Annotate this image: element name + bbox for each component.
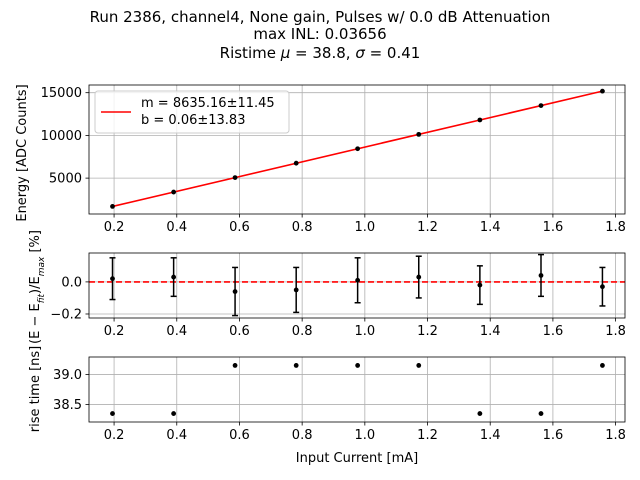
x-tick-label: 0.6 <box>229 428 250 443</box>
data-point <box>110 276 115 282</box>
x-tick-label: 0.8 <box>292 220 313 235</box>
x-tick-label: 0.6 <box>229 220 250 235</box>
x-tick-label: 1.6 <box>543 428 564 443</box>
chart-title-line-2: max INL: 0.03656 <box>253 25 386 43</box>
data-point <box>232 289 238 294</box>
data-point <box>355 277 361 283</box>
data-point <box>416 363 422 368</box>
x-tick-label: 1.6 <box>543 324 564 339</box>
data-point <box>477 411 483 416</box>
x-tick-label: 1.0 <box>354 324 375 339</box>
x-axis-label: Input Current [mA] <box>296 451 418 466</box>
data-point <box>110 411 115 416</box>
legend-intercept-text: b = 0.06±13.83 <box>141 113 245 128</box>
data-point <box>416 274 422 280</box>
x-tick-label: 1.0 <box>354 220 375 235</box>
x-tick-label: 0.2 <box>104 324 125 339</box>
x-tick-label: 0.8 <box>292 428 313 443</box>
x-tick-label: 1.4 <box>480 220 501 235</box>
data-point <box>600 363 605 368</box>
x-tick-label: 1.2 <box>417 220 438 235</box>
legend-slope-text: m = 8635.16±11.45 <box>141 96 275 111</box>
axes-frame <box>88 84 626 215</box>
x-tick-label: 1.4 <box>480 324 501 339</box>
x-tick-label: 0.4 <box>166 220 187 235</box>
y-tick-label: −0.2 <box>50 307 82 322</box>
data-point <box>477 282 483 288</box>
data-point <box>232 175 238 181</box>
x-tick-label: 0.2 <box>104 220 125 235</box>
data-point <box>538 103 544 108</box>
x-tick-label: 0.6 <box>229 324 250 339</box>
data-point <box>293 287 299 293</box>
y-tick-label: 39.0 <box>53 368 82 383</box>
legend-frame <box>94 90 290 134</box>
chart-title-line-1: Run 2386, channel4, None gain, Pulses w/… <box>90 8 551 26</box>
x-tick-label: 0.4 <box>166 428 187 443</box>
data-point <box>355 363 361 368</box>
y-tick-label: 5000 <box>49 172 82 187</box>
energy-ylabel: Energy [ADC Counts] <box>15 84 30 221</box>
x-tick-label: 1.8 <box>605 324 626 339</box>
risetime-panel: 0.2 0.4 0.6 0.8 1.0 1.2 1.4 1.6 1.8 38.5 39.0 <box>53 356 626 443</box>
y-tick-label: 15000 <box>41 86 82 101</box>
residual-ylabel: (E − Efit)/Emax [%] <box>28 230 47 344</box>
x-tick-label: 0.2 <box>104 428 125 443</box>
y-tick-label: 0.0 <box>61 275 82 290</box>
x-tick-label: 0.4 <box>166 324 187 339</box>
fit-legend: m = 8635.16±11.45 b = 0.06±13.83 <box>94 90 290 134</box>
x-tick-label: 1.4 <box>480 428 501 443</box>
risetime-ylabel: rise time [ns] <box>28 346 43 433</box>
data-point <box>355 146 361 152</box>
x-tick-label: 1.6 <box>543 220 564 235</box>
data-point <box>477 117 483 123</box>
y-tick-label: 10000 <box>41 129 82 144</box>
y-tick-label: 38.5 <box>53 398 82 413</box>
axes-frame <box>88 252 626 319</box>
x-tick-label: 0.8 <box>292 324 313 339</box>
x-tick-label: 1.8 <box>605 428 626 443</box>
data-point <box>538 273 544 278</box>
data-point <box>171 189 177 195</box>
data-point <box>293 160 299 166</box>
data-point <box>171 274 177 280</box>
x-tick-label: 1.2 <box>417 428 438 443</box>
data-point <box>538 411 544 416</box>
axes-frame <box>88 356 626 423</box>
residual-panel: 0.2 0.4 0.6 0.8 1.0 1.2 1.4 1.6 1.8 −0.2 0.0 <box>50 252 626 339</box>
data-point <box>293 363 299 368</box>
chart-title-line-3: Ristime μ = 38.8, σ = 0.41 <box>220 44 421 62</box>
data-point <box>600 88 605 94</box>
x-tick-label: 1.2 <box>417 324 438 339</box>
energy-panel: 0.2 0.4 0.6 0.8 1.0 1.2 1.4 1.6 1.8 5000 10000 1500… <box>41 84 626 235</box>
data-point <box>416 131 422 137</box>
data-point <box>110 203 115 209</box>
data-point <box>171 411 177 416</box>
x-tick-label: 1.0 <box>354 428 375 443</box>
x-tick-label: 1.8 <box>605 220 626 235</box>
data-point <box>600 284 605 290</box>
data-point <box>232 363 238 368</box>
